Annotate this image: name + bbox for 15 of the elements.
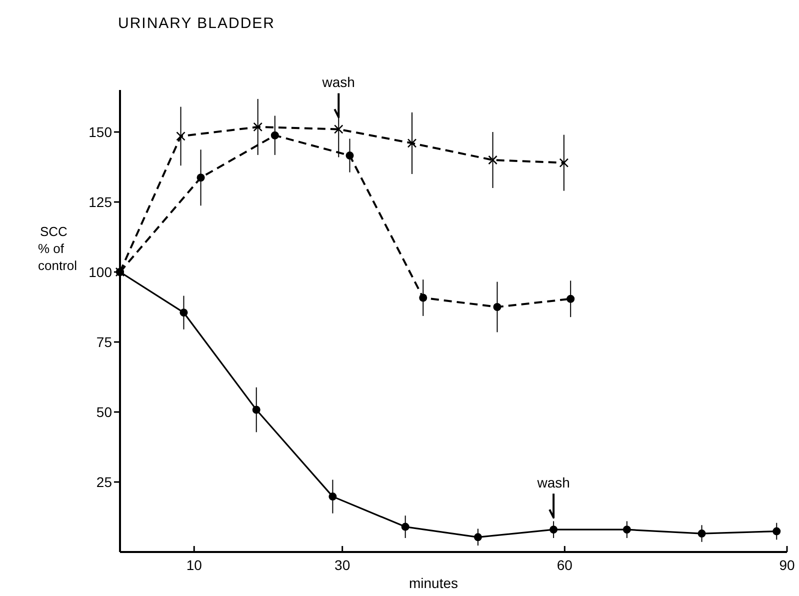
annotation: wash [321,74,355,90]
annotation: wash [536,474,570,491]
y-tick-label: 125 [88,194,112,210]
x-tick-label: 30 [334,557,350,573]
x-tick-label: 10 [186,557,202,573]
chart-title: URINARY BLADDER [118,15,275,32]
x-axis-title: minutes [408,575,458,591]
y-tick-label: 75 [96,334,112,350]
x-tick-label: 90 [779,557,795,573]
y-tick-label: 150 [88,124,112,140]
y-tick-label: 100 [88,264,112,280]
y-tick-label: 25 [96,474,112,490]
y-axis-title: SCC % of control [38,224,78,273]
x-tick-label: 60 [556,557,573,573]
y-tick-label: 50 [96,404,112,420]
